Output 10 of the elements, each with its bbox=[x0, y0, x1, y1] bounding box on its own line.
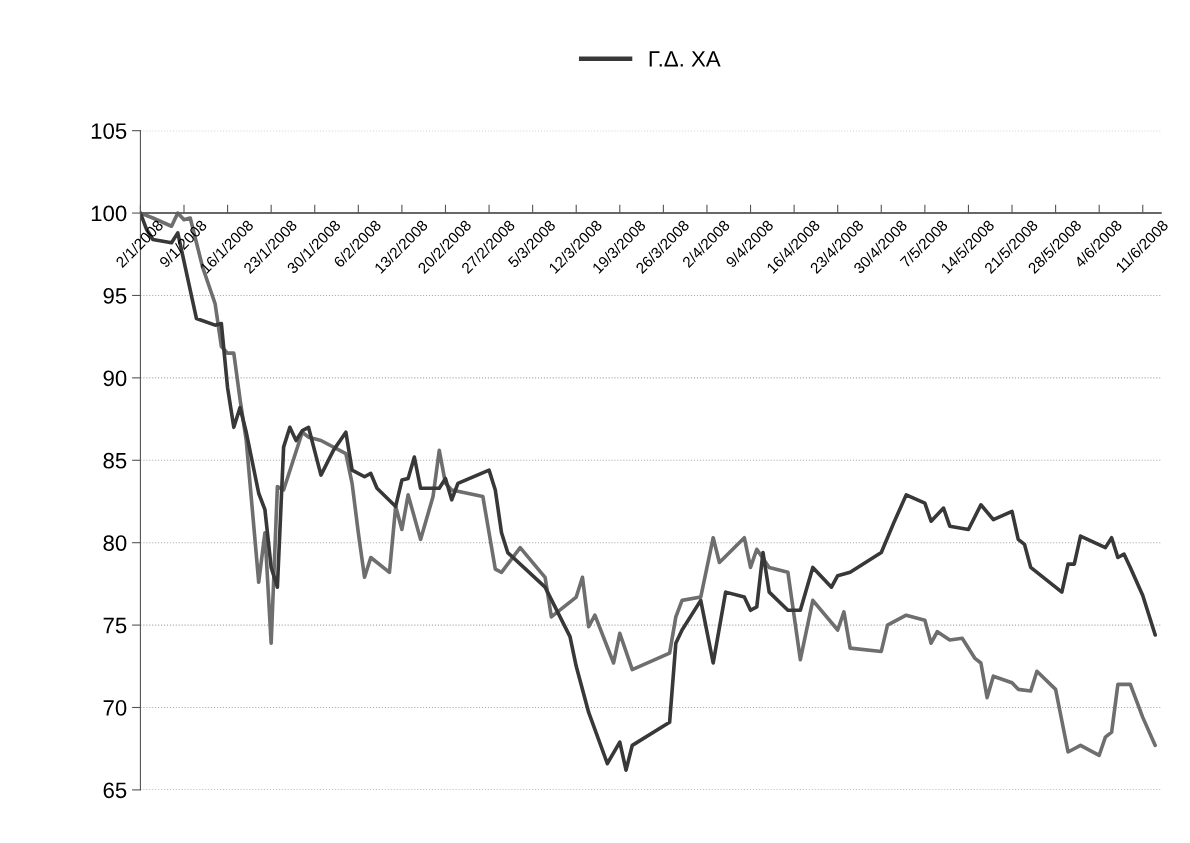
y-tick-label: 80 bbox=[103, 535, 127, 551]
y-tick-label: 70 bbox=[103, 700, 127, 716]
y-tick-label: 90 bbox=[103, 370, 127, 387]
y-tick-label: 75 bbox=[103, 617, 127, 634]
y-tick-label: 95 bbox=[103, 288, 127, 304]
y-tick-label: 105 bbox=[91, 123, 127, 139]
y-tick-label: 85 bbox=[103, 452, 127, 469]
legend-label: Γ.Δ. ΧΑ bbox=[649, 51, 721, 67]
y-tick-label: 100 bbox=[91, 205, 127, 222]
y-tick-label: 65 bbox=[103, 782, 127, 799]
